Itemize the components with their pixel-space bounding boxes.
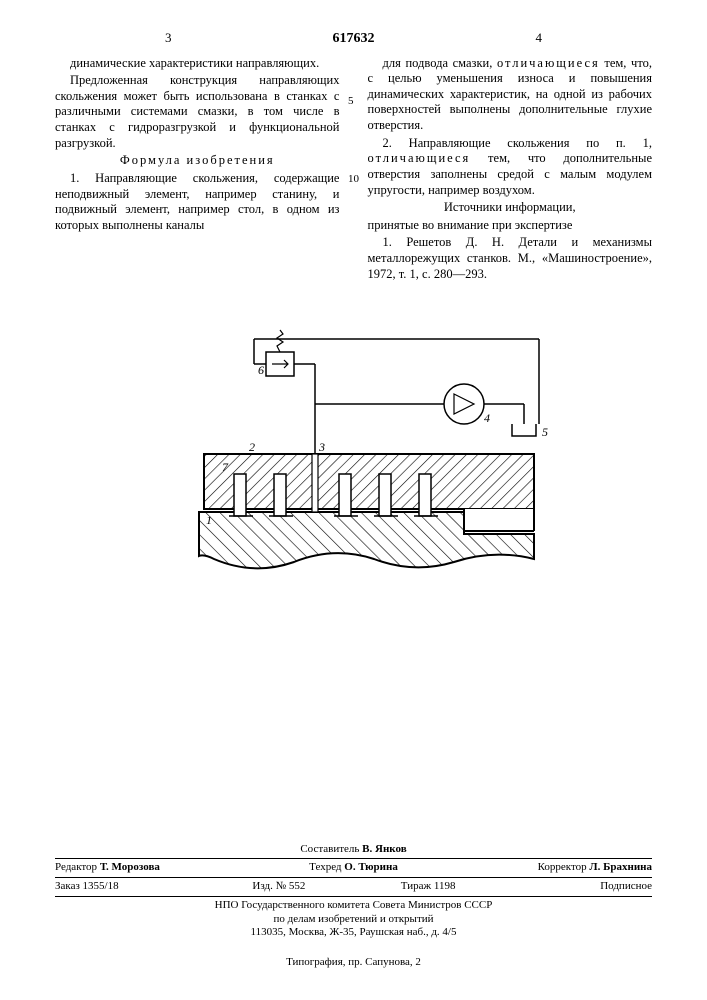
svg-text:3: 3 [318, 440, 325, 454]
line-number-10: 10 [348, 173, 359, 187]
publisher: НПО Государственного комитета Совета Мин… [55, 896, 652, 940]
left-p3: 1. Направляющие скольжения, содержащие н… [55, 171, 340, 234]
svg-text:7: 7 [222, 460, 229, 474]
tirazh: Тираж 1198 [354, 880, 503, 894]
sources-subtitle: принятые во внимание при экспертизе [368, 218, 653, 234]
right-p1: для подвода смазки, отличающиеся тем, чт… [368, 56, 653, 134]
right-p2: 2. Направляющие скольжения по п. 1, отли… [368, 136, 653, 199]
page-number-right: 4 [536, 30, 543, 46]
sources-title: Источники информации, [368, 200, 653, 216]
footer: Составитель В. Янков Редактор Т. Морозов… [55, 841, 652, 941]
line-number-5: 5 [348, 95, 354, 109]
svg-text:2: 2 [249, 440, 255, 454]
editor: Редактор Т. Морозова [55, 861, 254, 875]
left-column: динамические характеристики направляющих… [55, 56, 340, 285]
text-columns: динамические характеристики направляющих… [55, 56, 652, 285]
figure: 1 2 3 4 5 6 7 [55, 324, 652, 589]
compiler: Составитель В. Янков [55, 843, 652, 857]
techred: Техред О. Тюрина [254, 861, 453, 875]
right-p3: 1. Решетов Д. Н. Детали и механизмы мета… [368, 235, 653, 282]
right-column: для подвода смазки, отличающиеся тем, чт… [368, 56, 653, 285]
diagram-svg: 1 2 3 4 5 6 7 [144, 324, 564, 584]
patent-number: 617632 [55, 30, 652, 48]
svg-text:1: 1 [206, 513, 212, 527]
svg-text:5: 5 [542, 425, 548, 439]
corrector: Корректор Л. Брахнина [453, 861, 652, 875]
formula-title: Формула изобретения [55, 153, 340, 169]
left-p1: динамические характеристики направляющих… [55, 56, 340, 72]
order-no: Заказ 1355/18 [55, 880, 204, 894]
podpisnoe: Подписное [503, 880, 652, 894]
left-p2: Предложенная конструкция направляющих ск… [55, 73, 340, 151]
page-number-left: 3 [165, 30, 172, 46]
svg-text:6: 6 [258, 363, 264, 377]
svg-text:4: 4 [484, 411, 490, 425]
izd-no: Изд. № 552 [204, 880, 353, 894]
typography-line: Типография, пр. Сапунова, 2 [0, 956, 707, 970]
